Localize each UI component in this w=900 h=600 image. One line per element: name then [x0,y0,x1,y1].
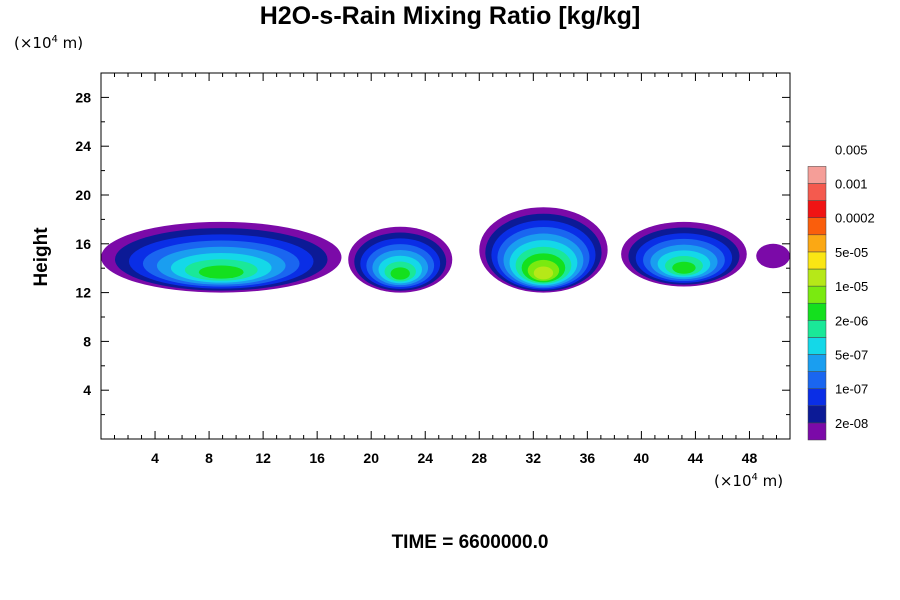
colorbar-swatch [807,234,827,253]
x-tick-label: 28 [471,450,487,466]
colorbar-swatch [807,217,827,236]
x-axis-unit: (×104 m) [714,472,784,490]
y-tick-label: 24 [75,138,91,154]
y-tick-label: 4 [83,382,91,398]
colorbar-label: 0.001 [835,177,868,192]
x-tick-label: 4 [151,450,159,466]
x-tick-label: 12 [255,450,271,466]
cloud-cell [101,221,342,293]
contour-band [533,266,554,280]
colorbar-swatch [807,285,827,304]
x-tick-label: 16 [309,450,325,466]
cloud-cell [479,207,608,293]
colorbar-label: 2e-06 [835,313,868,328]
y-tick-label: 28 [75,89,91,105]
colorbar-swatch [807,422,827,441]
rain-mixing-ratio-field [101,207,790,293]
colorbar-swatch [807,200,827,218]
cloud-cell [756,243,790,269]
x-tick-label: 20 [363,450,379,466]
y-axis-unit: (×104 m) [14,34,84,52]
x-tick-label: 44 [688,450,704,466]
contour-band [198,265,244,279]
colorbar-label: 0.005 [835,142,868,157]
x-tick-label: 36 [580,450,596,466]
colorbar-swatch [807,268,827,287]
colorbar-label: 1e-07 [835,382,868,397]
colorbar: 2e-08 1e-07 5e-07 2e-06 1e-05 5e-05 0.0002 0.00… [807,142,875,441]
plot-frame [100,72,791,440]
colorbar-swatch [807,354,827,372]
colorbar-swatch [807,371,827,389]
cloud-cell [621,221,747,287]
time-label: TIME = 6600000.0 [391,532,549,553]
y-tick-label: 16 [75,236,91,252]
colorbar-swatch [807,388,827,407]
colorbar-label: 0.0002 [835,211,875,226]
y-tick-label: 20 [75,187,91,203]
y-tick-label: 12 [75,285,91,301]
y-tick-label: 8 [83,333,91,349]
x-tick-label: 24 [417,450,433,466]
colorbar-label: 5e-05 [835,245,868,260]
x-tick-label: 48 [742,450,758,466]
contour-band [756,243,790,269]
contour-band [390,267,410,280]
x-tick-label: 8 [205,450,213,466]
cloud-cell [348,226,453,293]
colorbar-swatch [807,251,827,270]
chart-title: H2O-s-Rain Mixing Ratio [kg/kg] [259,2,641,30]
colorbar-swatch [807,302,827,321]
x-tick-label: 32 [526,450,542,466]
colorbar-swatch [807,405,827,424]
colorbar-swatch [807,183,827,201]
colorbar-label: 2e-08 [835,416,868,431]
colorbar-swatch [807,166,827,184]
contour-band [672,261,696,274]
y-axis-label: Height [31,227,52,287]
colorbar-label: 5e-07 [835,348,868,363]
x-tick-label: 40 [634,450,650,466]
colorbar-swatch [807,337,827,355]
colorbar-swatch [807,320,827,338]
colorbar-label: 1e-05 [835,279,868,294]
